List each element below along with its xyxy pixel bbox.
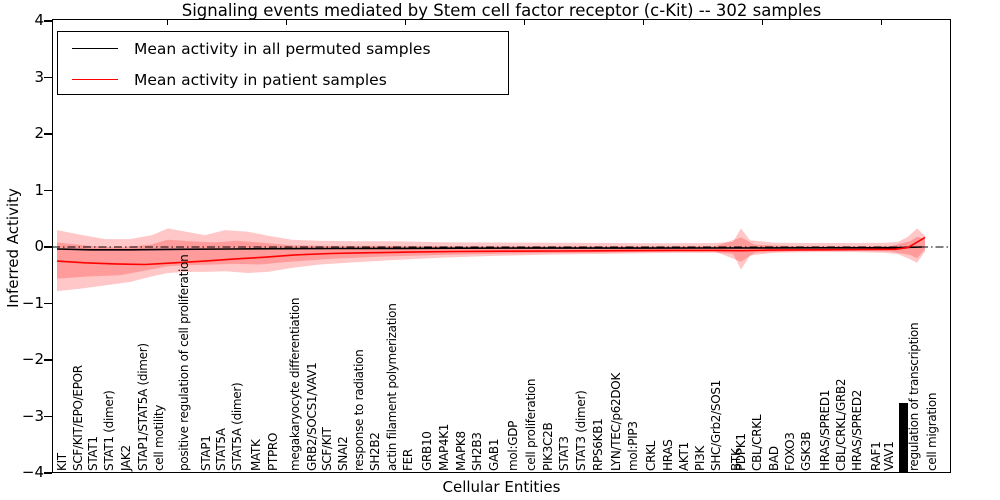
legend-line-red	[72, 79, 118, 80]
overlapping-labels-blob	[899, 403, 908, 472]
y-tick-label: 1	[34, 180, 44, 199]
x-tick-label-entity: STAT1	[86, 436, 100, 471]
x-tick-label-entity: SHC/Grb2/SOS1	[709, 379, 723, 471]
x-tick-label-entity: CRKL	[644, 440, 658, 471]
x-tick-label-entity: MAP4K1	[437, 423, 451, 471]
x-tick-label-entity: CBL/CRKL/GRB2	[834, 378, 848, 471]
legend-line-black	[72, 48, 118, 49]
x-tick-label-entity: mol:GDP	[506, 420, 520, 471]
x-tick-label-entity: RPS6KB1	[591, 418, 605, 471]
x-tick-label-entity: MATK	[249, 439, 263, 471]
y-tick-label: −3	[21, 406, 44, 425]
x-tick-label-entity: mol:PIP3	[626, 421, 640, 471]
y-tick-mark	[44, 133, 52, 135]
x-tick-label-entity: STAT3	[557, 436, 571, 471]
legend-label: Mean activity in all permuted samples	[134, 39, 431, 58]
y-tick-label: −2	[21, 350, 44, 368]
y-tick-label: 4	[34, 11, 44, 29]
x-tick-label-entity: STAT1 (dimer)	[102, 390, 116, 472]
chart-title: Signaling events mediated by Stem cell f…	[181, 1, 822, 20]
x-tick-label-entity: SH2B2	[368, 432, 382, 471]
y-tick-label: −4	[21, 463, 44, 481]
x-tick-label-entity: STAP1	[199, 435, 213, 471]
x-tick-mark	[524, 19, 526, 25]
y-tick-mark	[44, 76, 52, 79]
x-tick-label-entity: STAT3 (dimer)	[574, 390, 588, 472]
x-tick-label-entity: GAB1	[487, 438, 501, 471]
x-tick-label-entity: FOXO3	[783, 432, 797, 471]
y-tick-label: 3	[34, 67, 44, 86]
y-tick-label: 2	[34, 124, 44, 142]
legend-label: Mean activity in patient samples	[134, 70, 387, 89]
x-tick-label-entity: STAP1/STAT5A (dimer)	[136, 343, 150, 471]
x-tick-label-entity: HRAS	[661, 439, 675, 471]
x-tick-label-entity: HRAS/SPRED2	[850, 389, 864, 471]
legend-item-patient: Mean activity in patient samples	[58, 65, 508, 94]
x-tick-label-entity: VAV1	[882, 441, 896, 471]
x-tick-label-entity: MAPK8	[454, 431, 468, 471]
x-tick-label-entity: SH2B3	[470, 432, 484, 471]
x-tick-label-entity: GRB2/SOCS1/VAV1	[305, 362, 319, 471]
y-tick-label: −1	[21, 293, 44, 312]
y-tick-mark	[44, 246, 52, 248]
x-tick-label-entity: cell migration	[925, 392, 939, 471]
x-tick-label-entity: regulation of transcription	[907, 322, 921, 471]
x-tick-label-entity: JAK2	[119, 445, 133, 471]
x-tick-label-entity: LYN/TEC/p62DOK	[609, 372, 623, 471]
x-tick-label-entity: STAT5A	[214, 428, 228, 471]
y-tick-label: 0	[34, 237, 44, 255]
x-tick-label-entity: HRAS/SPRED1	[818, 389, 832, 471]
x-tick-label-entity: actin filament polymerization	[385, 303, 399, 471]
y-tick-mark	[44, 359, 52, 361]
x-tick-label-entity: SCF/KIT	[320, 427, 334, 471]
x-tick-mark	[881, 19, 883, 25]
y-tick-mark	[44, 302, 52, 305]
x-tick-label-entity: response to radiation	[352, 349, 366, 471]
x-tick-label-entity: SNAI2	[336, 436, 350, 471]
y-tick-mark	[44, 189, 52, 192]
x-tick-label-entity: GSK3B	[799, 431, 813, 471]
x-tick-label-entity: PTPRO	[266, 432, 280, 471]
x-tick-label-entity: positive regulation of cell proliferatio…	[177, 254, 191, 471]
x-tick-label-entity: FER	[401, 449, 415, 471]
legend-item-permuted: Mean activity in all permuted samples	[58, 34, 508, 63]
x-tick-label-entity: BAD	[767, 446, 781, 471]
x-tick-mark	[167, 19, 169, 25]
x-tick-label-entity: PI3K	[693, 445, 707, 471]
x-tick-mark	[286, 19, 288, 25]
x-tick-label-entity: SCF/KIT/EPO/EPOR	[71, 365, 85, 471]
plot-area-border	[52, 19, 951, 473]
x-tick-label-entity: AKT1	[677, 442, 691, 471]
x-tick-mark	[643, 19, 645, 25]
x-tick-label-entity: megakaryocyte differentiation	[288, 297, 302, 471]
x-axis-label: Cellular Entities	[442, 478, 561, 496]
x-tick-mark	[762, 19, 764, 25]
x-tick-mark	[405, 19, 407, 25]
x-tick-label-entity: KIT	[55, 453, 69, 471]
x-tick-label-entity: PDPK1	[734, 433, 748, 471]
legend: Mean activity in all permuted samples Me…	[57, 31, 509, 95]
x-tick-label-entity: CBL/CRKL	[750, 414, 764, 471]
x-tick-label-entity: GRB10	[420, 431, 434, 471]
x-tick-label-entity: cell proliferation	[524, 378, 538, 471]
y-tick-mark	[44, 415, 52, 418]
y-tick-mark	[44, 20, 52, 22]
x-tick-label-entity: cell motility	[152, 404, 166, 471]
x-tick-label-entity: STAT5A (dimer)	[230, 382, 244, 471]
y-tick-mark	[44, 472, 52, 474]
x-tick-label-entity: PIK3C2B	[541, 422, 555, 471]
